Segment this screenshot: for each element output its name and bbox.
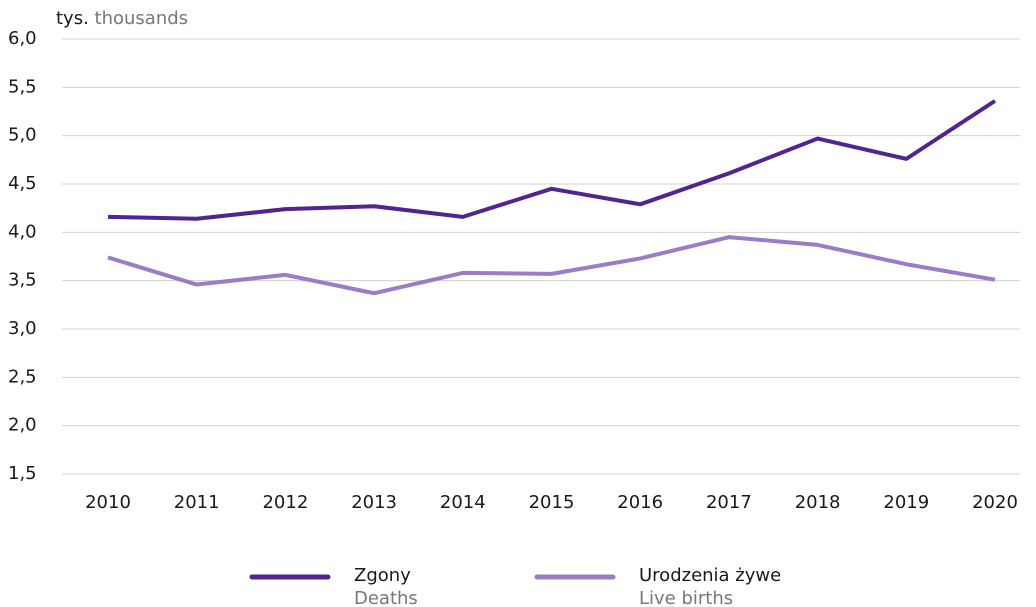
x-tick-label: 2016 xyxy=(617,492,663,513)
y-tick-label: 2,5 xyxy=(8,366,37,387)
legend-label-en: Deaths xyxy=(354,588,418,607)
y-tick-label: 5,5 xyxy=(8,76,37,97)
x-tick-label: 2012 xyxy=(262,492,308,513)
unit-label-pl: tys. xyxy=(56,8,89,29)
x-tick-label: 2020 xyxy=(972,492,1018,513)
x-tick-label: 2019 xyxy=(883,492,929,513)
x-tick-label: 2015 xyxy=(529,492,575,513)
line-series xyxy=(107,99,997,221)
x-tick-label: 2011 xyxy=(174,492,220,513)
x-tick-label: 2013 xyxy=(351,492,397,513)
y-tick-label: 4,5 xyxy=(8,173,37,194)
y-tick-label: 3,0 xyxy=(8,318,37,339)
y-tick-label: 6,0 xyxy=(8,28,37,49)
legend-label-en: Live births xyxy=(639,588,733,607)
unit-label-en: thousands xyxy=(95,8,189,29)
legend-label: Zgony xyxy=(354,565,411,586)
x-tick-label: 2010 xyxy=(85,492,131,513)
y-tick-label: 4,0 xyxy=(8,221,37,242)
y-tick-label: 3,5 xyxy=(8,270,37,291)
x-tick-label: 2017 xyxy=(706,492,752,513)
x-tick-label: 2014 xyxy=(440,492,486,513)
y-tick-label: 1,5 xyxy=(8,463,37,484)
line-series xyxy=(107,235,996,296)
legend-label: Urodzenia żywe xyxy=(639,565,781,586)
y-tick-label: 2,0 xyxy=(8,415,37,436)
y-tick-label: 5,0 xyxy=(8,125,37,146)
unit-label: tys. thousands xyxy=(56,8,188,29)
x-tick-label: 2018 xyxy=(795,492,841,513)
